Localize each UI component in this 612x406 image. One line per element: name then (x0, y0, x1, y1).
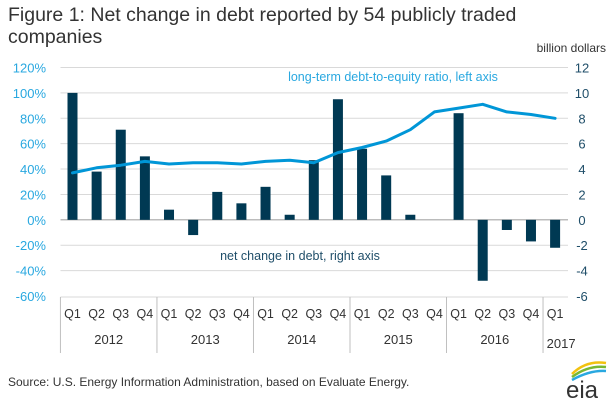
bar (381, 175, 392, 220)
quarter-label: Q1 (161, 307, 178, 321)
quarter-label: Q4 (330, 307, 347, 321)
year-label: 2016 (480, 332, 509, 347)
bar (332, 99, 343, 220)
right-axis-ticks: 12 10 8 6 4 2 0 -2 -4 -6 (575, 61, 589, 305)
quarter-label: Q3 (305, 307, 322, 321)
quarter-label: Q1 (450, 307, 467, 321)
bar (260, 186, 271, 220)
bar (308, 160, 319, 220)
bar (115, 129, 126, 220)
left-axis-tick-label: 120% (13, 61, 47, 76)
bar (139, 156, 150, 220)
right-axis-tick-label: 12 (575, 61, 589, 76)
quarter-label: Q2 (185, 307, 202, 321)
quarter-label: Q4 (523, 307, 540, 321)
bar (91, 171, 102, 220)
bar (188, 219, 199, 236)
legend-bar-label: net change in debt, right axis (220, 249, 380, 263)
eia-logo-text: eia (566, 377, 599, 404)
left-axis-tick-label: 80% (20, 111, 46, 126)
left-axis-tick-label: 40% (20, 162, 46, 177)
quarter-label: Q2 (474, 307, 491, 321)
right-axis-units-label: billion dollars (536, 41, 606, 55)
left-axis-tick-label: -60% (16, 289, 47, 304)
quarter-label: Q4 (426, 307, 443, 321)
left-axis-tick-label: 20% (20, 187, 46, 202)
quarter-label: Q2 (281, 307, 298, 321)
bar (405, 214, 416, 220)
quarter-label: Q1 (354, 307, 371, 321)
quarter-label: Q1 (64, 307, 81, 321)
bar (212, 191, 223, 220)
bar (284, 214, 295, 220)
legend-line-label: long-term debt-to-equity ratio, left axi… (288, 70, 498, 84)
quarter-label: Q4 (233, 307, 250, 321)
right-axis-tick-label: -6 (576, 289, 588, 304)
right-axis-tick-label: 0 (578, 213, 585, 228)
left-axis-tick-label: 100% (13, 86, 47, 101)
bar (164, 209, 175, 220)
right-axis-tick-label: 8 (578, 111, 585, 126)
quarter-label: Q2 (88, 307, 105, 321)
bar (477, 219, 488, 281)
bar (67, 92, 78, 220)
bar (550, 219, 561, 248)
quarter-label: Q1 (257, 307, 274, 321)
bar (525, 219, 536, 242)
right-axis-tick-label: 4 (578, 162, 585, 177)
category-axis: Q1 Q2 Q3 Q4 Q1 Q2 Q3 Q4 Q1 Q2 Q3 Q4 Q1 Q2 Q3 Q4 Q1 Q2 Q3 Q4… (59, 296, 576, 353)
line-series (71, 102, 557, 175)
left-axis-tick-label: -20% (16, 238, 47, 253)
quarter-label: Q1 (547, 307, 564, 321)
quarter-label: Q2 (378, 307, 395, 321)
year-label: 2015 (384, 332, 413, 347)
bar (357, 148, 368, 220)
right-axis-tick-label: 6 (578, 137, 585, 152)
year-label: 2013 (191, 332, 220, 347)
year-label: 2012 (94, 332, 123, 347)
right-axis-tick-label: 2 (578, 187, 585, 202)
quarter-label: Q4 (137, 307, 154, 321)
year-label: 2014 (287, 332, 316, 347)
bar-series (67, 92, 561, 281)
bar (236, 203, 247, 220)
left-axis-tick-label: 0% (27, 213, 46, 228)
eia-logo: eia (566, 361, 607, 404)
quarter-label: Q3 (402, 307, 419, 321)
right-axis-tick-label: -2 (576, 238, 588, 253)
year-label: 2017 (547, 336, 576, 351)
source-note: Source: U.S. Energy Information Administ… (8, 375, 410, 389)
left-axis-tick-label: 60% (20, 137, 46, 152)
bar (453, 113, 464, 220)
bar (501, 219, 512, 230)
left-axis-ticks: 120% 100% 80% 60% 40% 20% 0% -20% -40% -60% (13, 61, 47, 305)
right-axis-tick-label: 10 (575, 86, 589, 101)
left-axis-tick-label: -40% (16, 264, 47, 279)
chart-title: Figure 1: Net change in debt reported by… (8, 4, 517, 48)
right-axis-tick-label: -4 (576, 264, 588, 279)
quarter-label: Q3 (112, 307, 129, 321)
quarter-label: Q3 (209, 307, 226, 321)
quarter-label: Q3 (498, 307, 515, 321)
